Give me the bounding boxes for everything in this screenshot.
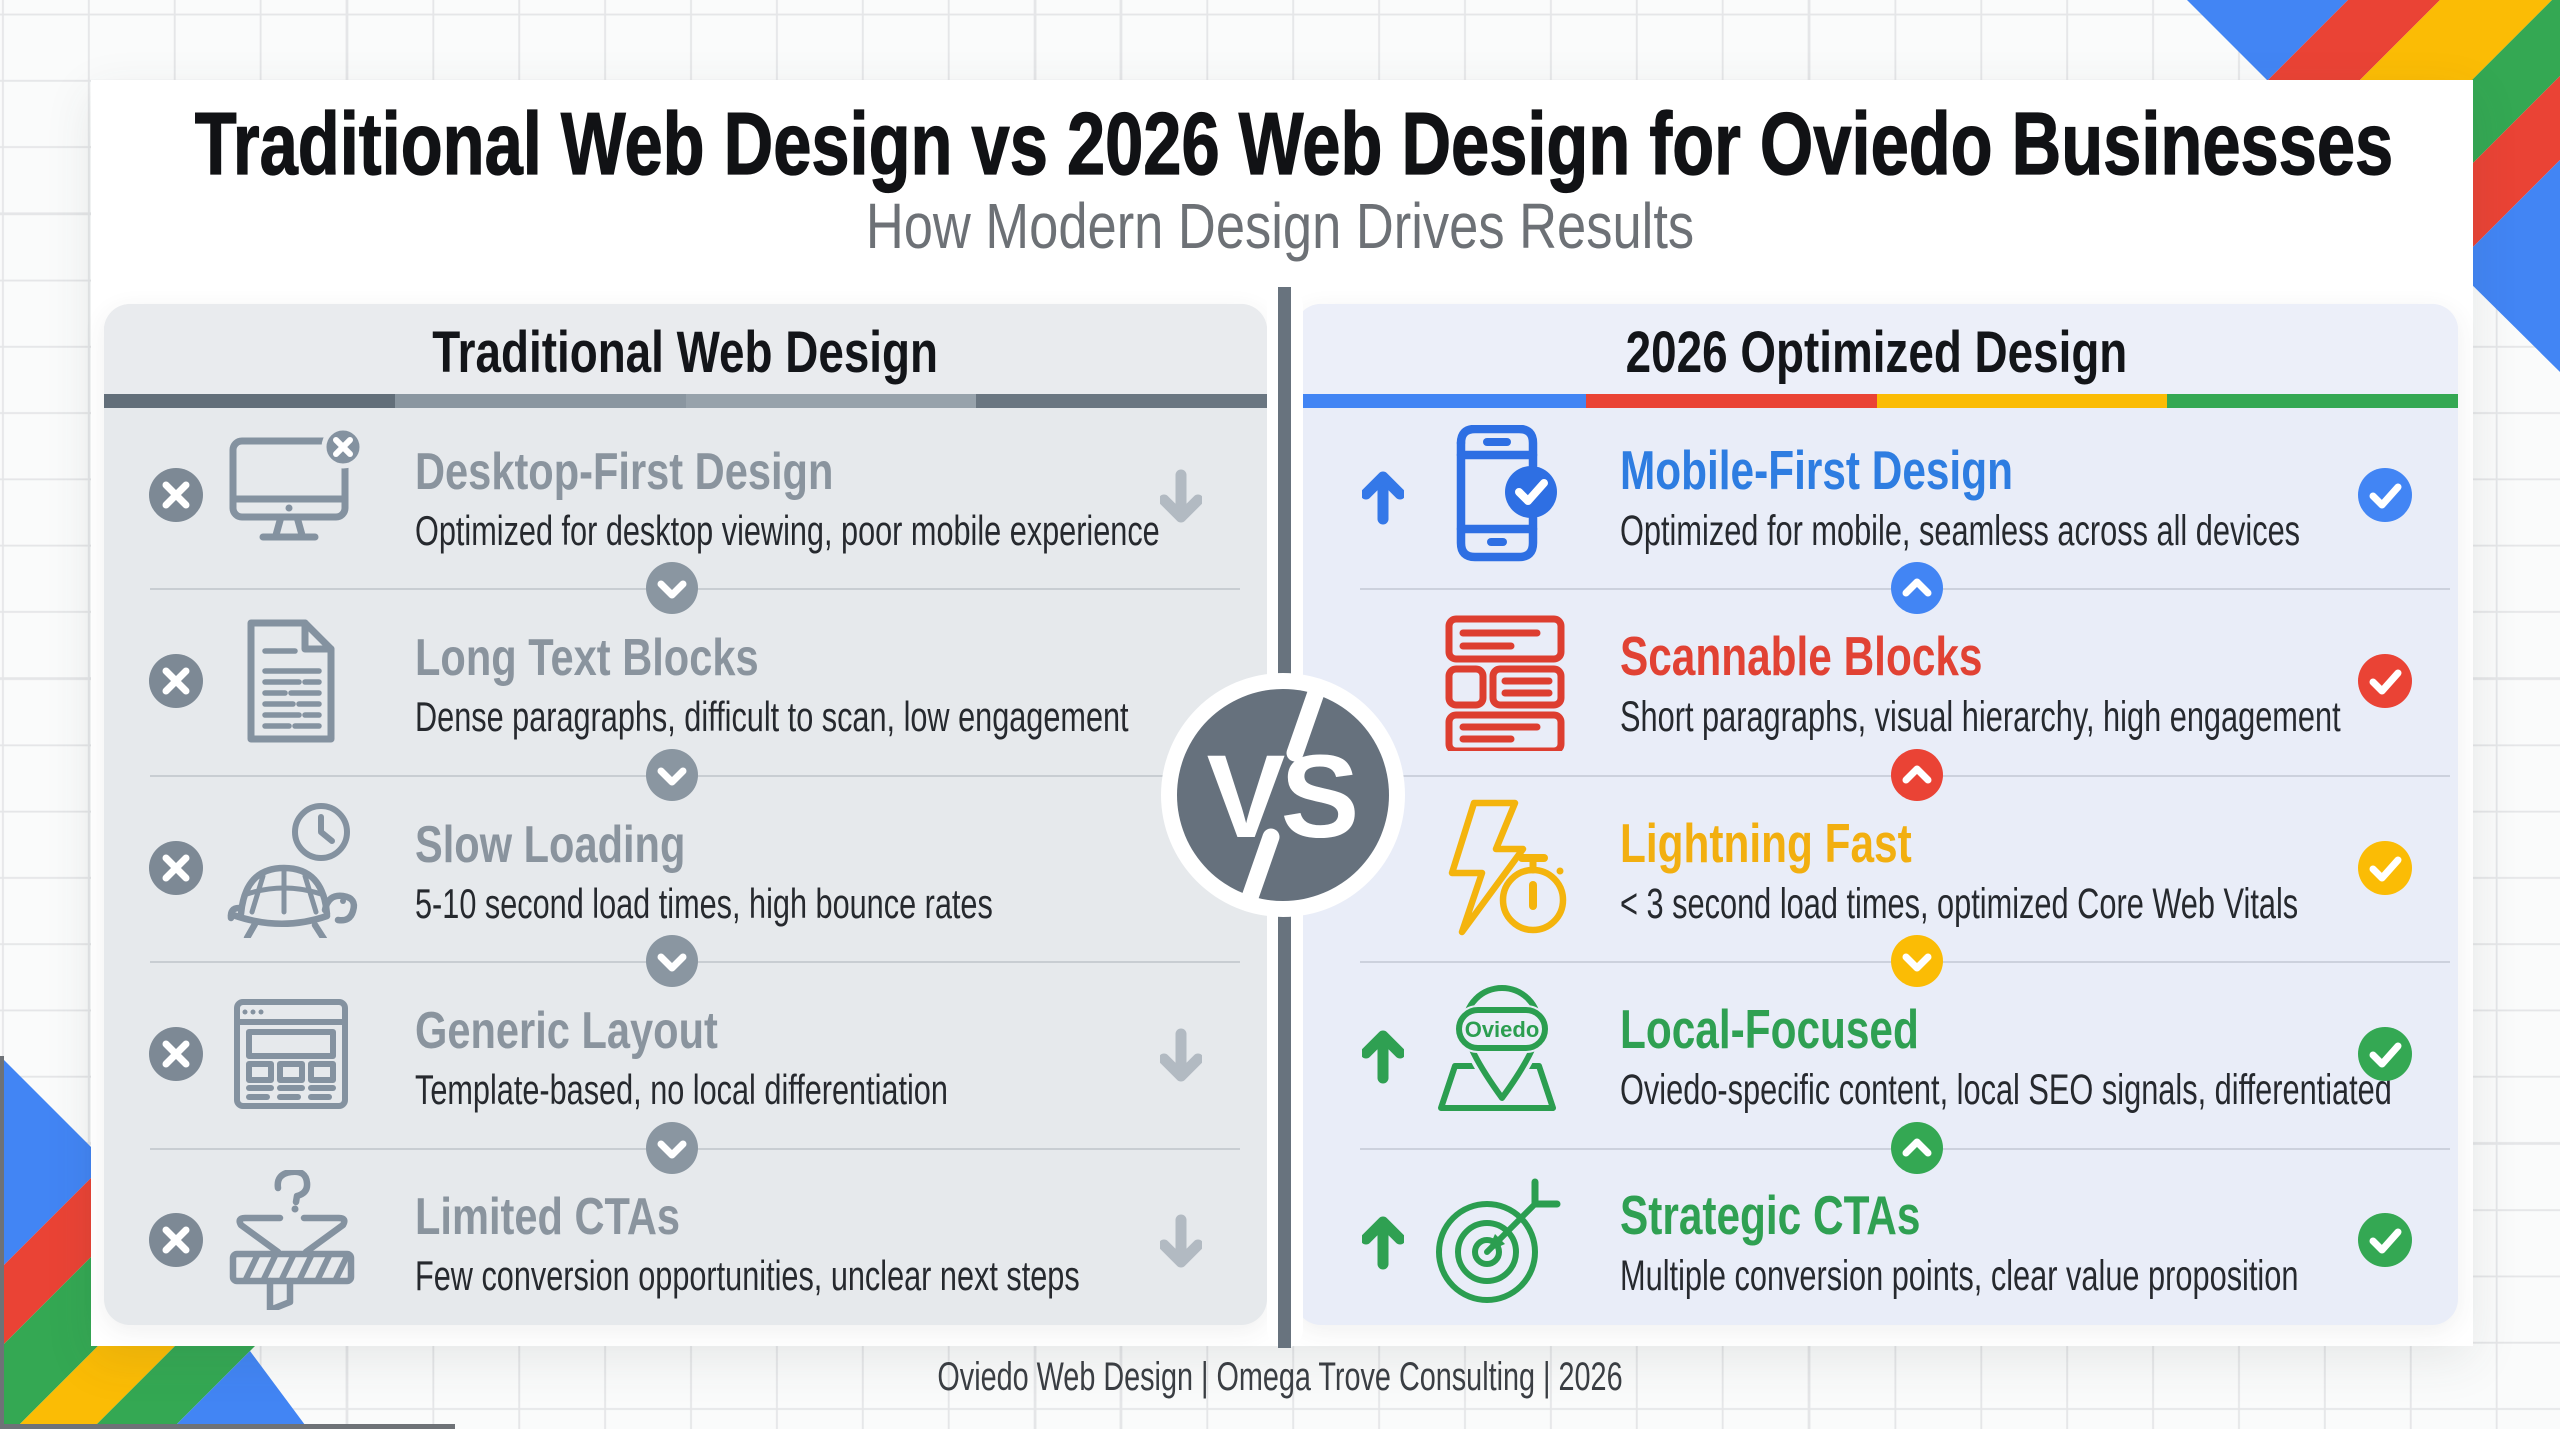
svg-text:Oviedo: Oviedo [1465, 1017, 1540, 1042]
svg-text:S: S [1281, 731, 1360, 863]
svg-text:V: V [1207, 731, 1286, 863]
